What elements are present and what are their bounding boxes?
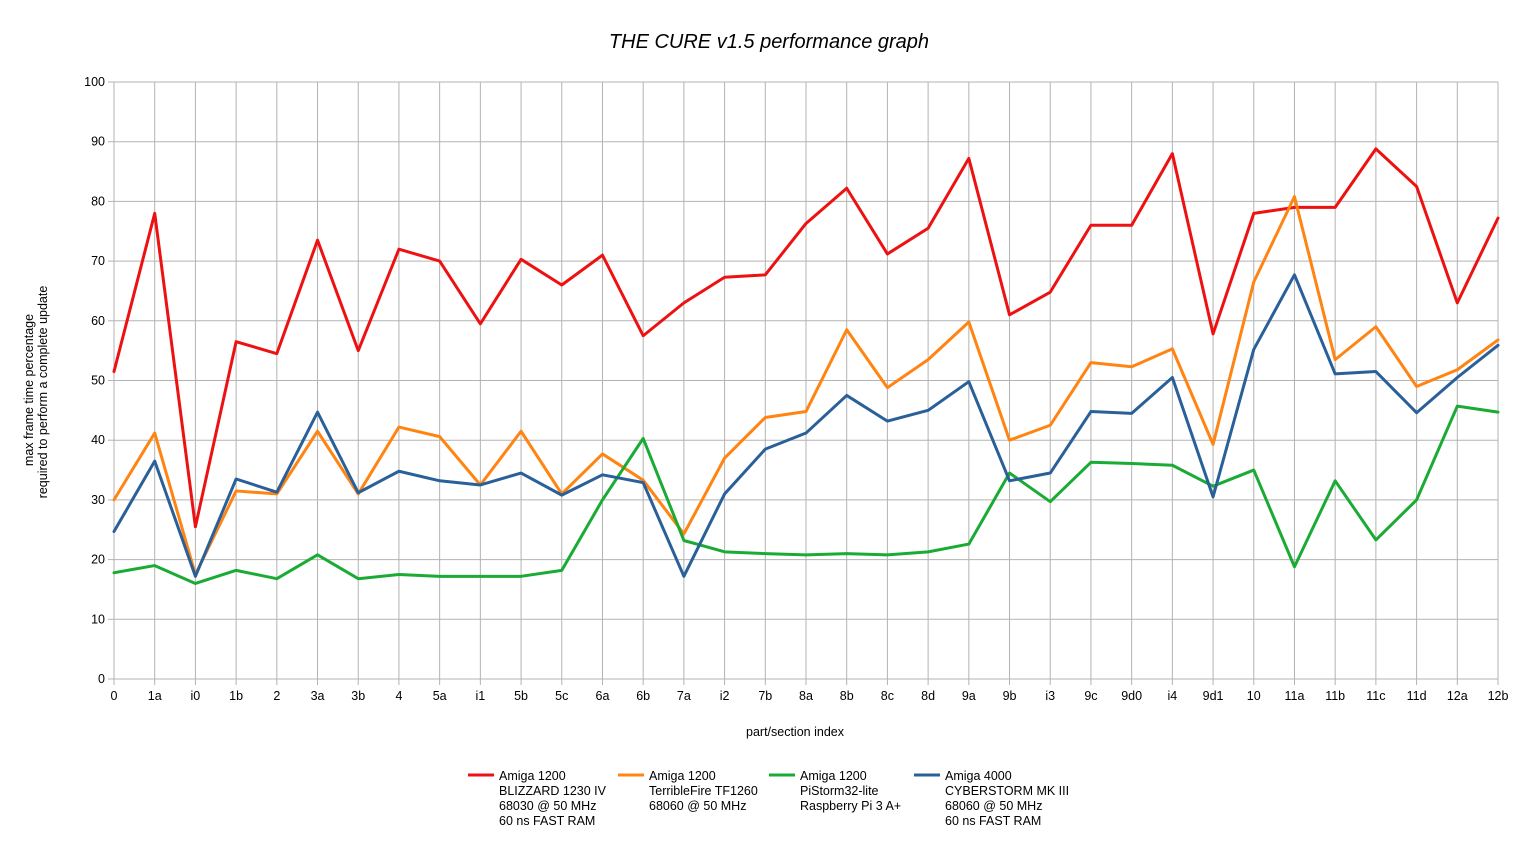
x-tick-label: 11d [1407,689,1427,703]
y-tick-label: 30 [91,493,105,507]
x-tick-label: 5a [433,689,447,703]
chart-title: THE CURE v1.5 performance graph [609,31,929,53]
x-tick-label: i3 [1045,689,1055,703]
x-tick-label: 9d0 [1121,689,1142,703]
legend-label-line: Amiga 1200 [499,769,566,783]
x-tick-label: 3a [311,689,325,703]
legend-label-line: 68060 @ 50 MHz [649,799,746,813]
x-tick-label: 2 [273,689,280,703]
legend-label-line: Raspberry Pi 3 A+ [800,799,901,813]
x-tick-label: 11b [1325,689,1345,703]
x-tick-label: i4 [1167,689,1177,703]
x-tick-label: 8d [921,689,935,703]
x-tick-label: 9a [962,689,976,703]
series-line-1 [112,147,1500,529]
y-tick-label: 50 [91,374,105,388]
x-tick-label: 12b [1488,689,1509,703]
legend-label-line: BLIZZARD 1230 IV [499,784,607,798]
legend-label-line: 68060 @ 50 MHz [945,799,1042,813]
series-line-2 [112,195,1500,577]
y-tick-label: 0 [98,672,105,686]
series-lines [112,147,1500,585]
x-tick-label: 9c [1084,689,1097,703]
x-tick-label: 0 [111,689,118,703]
x-tick-label: 7b [758,689,772,703]
y-tick-label: 40 [91,433,105,447]
x-tick-label: 10 [1247,689,1261,703]
series-line-3 [112,404,1500,585]
x-tick-label: 11a [1285,689,1305,703]
x-tick-label: 4 [395,689,402,703]
x-tick-label: 5b [514,689,528,703]
series-line-4 [112,273,1500,578]
y-axis-title-line-1: max frame time percentage [22,314,36,466]
y-tick-label: 100 [84,75,105,89]
x-tick-label: 12a [1447,689,1468,703]
y-axis-title: max frame time percentage required to pe… [22,286,50,499]
x-tick-label: 9b [1003,689,1017,703]
y-tick-label: 90 [91,135,105,149]
x-tick-label: 3b [351,689,365,703]
legend-label-line: CYBERSTORM MK III [945,784,1069,798]
y-tick-label: 60 [91,314,105,328]
legend-label-line: PiStorm32-lite [800,784,879,798]
legend-label-line: 68030 @ 50 MHz [499,799,596,813]
legend-label-line: Amiga 1200 [800,769,867,783]
x-tick-label: 7a [677,689,691,703]
x-tick-label: 9d1 [1203,689,1224,703]
y-axis-ticks: 0 10 20 30 40 50 60 70 80 90 100 [84,75,105,686]
legend-label-line: Amiga 1200 [649,769,716,783]
x-tick-label: 11c [1366,689,1385,703]
x-tick-label: 6a [596,689,610,703]
x-tick-label: 1a [148,689,162,703]
x-tick-label: 6b [636,689,650,703]
legend-label-line: 60 ns FAST RAM [499,814,595,828]
legend-label-line: Amiga 4000 [945,769,1012,783]
x-axis-title: part/section index [746,725,845,739]
legend-label-line: 60 ns FAST RAM [945,814,1041,828]
legend-label-line: TerribleFire TF1260 [649,784,758,798]
x-tick-label: i0 [191,689,201,703]
x-tick-label: 8b [840,689,854,703]
x-axis-ticks: 0 1a i0 1b 2 3a 3b 4 5a i1 5b 5c 6a 6b 7a i2 7b 8a 8b 8c 8d 9… [111,689,1509,703]
x-tick-label: i1 [475,689,485,703]
grid [108,81,1499,685]
x-tick-label: 5c [555,689,568,703]
x-tick-label: 8c [881,689,894,703]
x-tick-label: 1b [229,689,243,703]
y-tick-label: 70 [91,254,105,268]
x-tick-label: 8a [799,689,813,703]
y-tick-label: 20 [91,553,105,567]
x-tick-label: i2 [720,689,730,703]
y-tick-label: 10 [91,612,105,626]
y-axis-title-line-2: required to perform a complete update [36,286,50,499]
y-tick-label: 80 [91,194,105,208]
